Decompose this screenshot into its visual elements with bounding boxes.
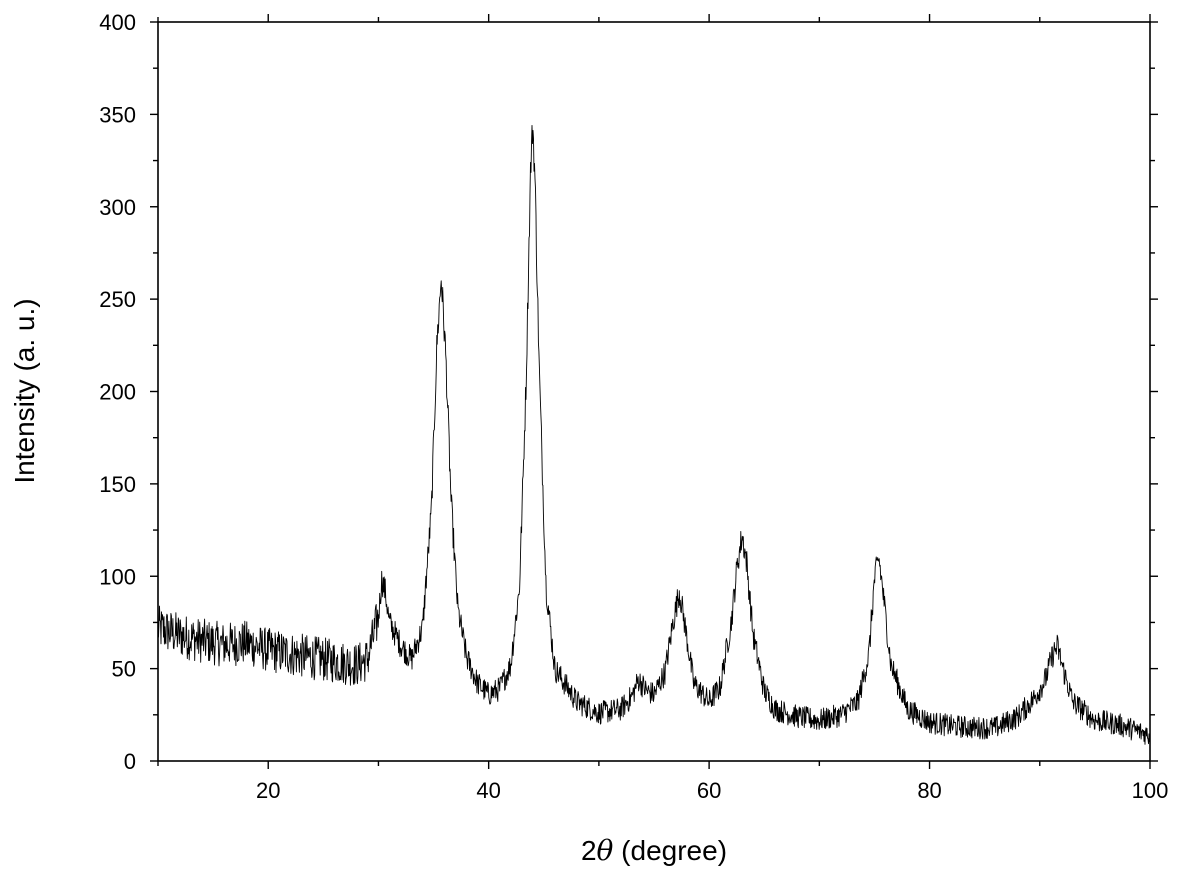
xrd-series-line xyxy=(157,124,1150,745)
y-tick-label: 100 xyxy=(99,564,136,589)
y-tick-label: 0 xyxy=(124,749,136,774)
ticks-layer xyxy=(150,14,1158,769)
y-axis-title: Intensity (a. u.) xyxy=(9,298,40,483)
x-axis-title-suffix: (degree) xyxy=(613,835,727,866)
y-tick-label: 250 xyxy=(99,287,136,312)
x-tick-label: 40 xyxy=(476,778,500,803)
x-axis-title-symbol: θ xyxy=(597,834,614,867)
y-tick-label: 50 xyxy=(112,657,136,682)
y-tick-label: 400 xyxy=(99,10,136,35)
y-tick-label: 200 xyxy=(99,380,136,405)
y-tick-label: 350 xyxy=(99,102,136,127)
x-tick-label: 20 xyxy=(256,778,280,803)
x-tick-label: 100 xyxy=(1132,778,1169,803)
y-tick-label: 300 xyxy=(99,195,136,220)
series-layer xyxy=(157,124,1150,745)
y-tick-label: 150 xyxy=(99,472,136,497)
x-axis-title: 2θ (degree) xyxy=(581,834,727,867)
x-tick-label: 60 xyxy=(697,778,721,803)
x-axis-title-prefix: 2 xyxy=(581,835,597,866)
tick-labels-layer: 0 50 100 150 200 250 300 350 400 20 40 60 80 100 xyxy=(99,10,1168,803)
x-tick-label: 80 xyxy=(917,778,941,803)
